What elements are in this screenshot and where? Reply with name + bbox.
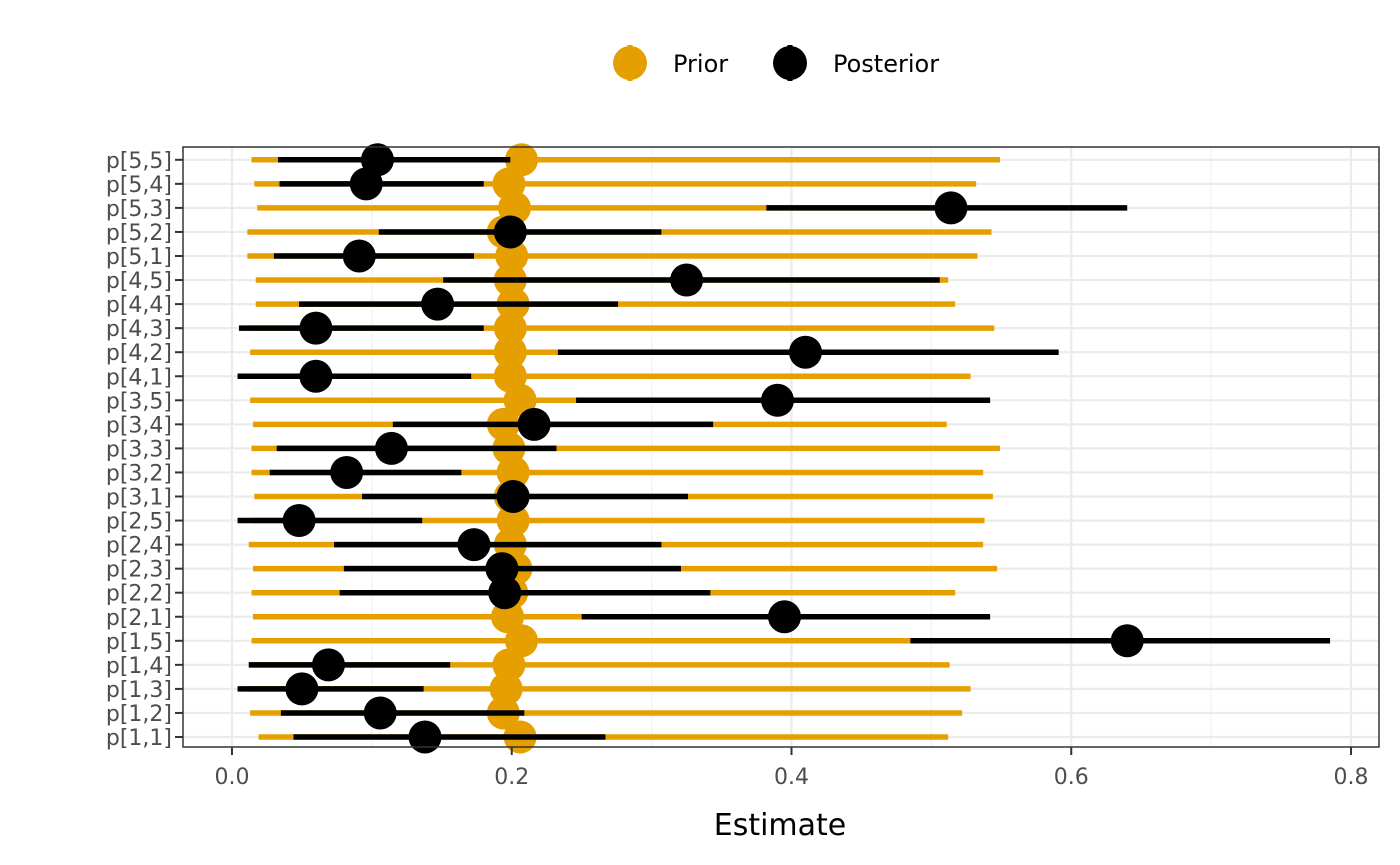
y-tick-label: p[5,5]	[106, 149, 172, 174]
y-tick-label: p[2,2]	[106, 582, 172, 607]
y-tick-label: p[2,5]	[106, 510, 172, 535]
y-tick-label: p[2,4]	[106, 534, 172, 559]
y-tick-label: p[5,2]	[106, 221, 172, 246]
posterior-point	[299, 359, 333, 393]
y-tick-label: p[4,1]	[106, 365, 172, 390]
posterior-point	[1110, 624, 1144, 658]
posterior-point	[761, 383, 795, 417]
prior-point	[505, 143, 539, 177]
posterior-series	[237, 143, 1331, 754]
x-tick-label: 0.2	[494, 765, 529, 790]
y-tick-label: p[4,2]	[106, 341, 172, 366]
posterior-point	[934, 191, 968, 225]
prior-point	[493, 311, 527, 345]
prior-point	[496, 504, 530, 538]
legend: Prior Posterior	[613, 45, 939, 81]
posterior-point	[496, 480, 530, 513]
posterior-point	[488, 576, 522, 610]
y-tick-label: p[2,3]	[106, 558, 172, 583]
y-tick-label: p[3,4]	[106, 413, 172, 438]
prior-point	[493, 335, 527, 369]
y-axis: p[1,1]p[1,2]p[1,3]p[1,4]p[1,5]p[2,1]p[2,…	[106, 149, 183, 751]
legend-key-prior-point	[613, 46, 647, 80]
legend-item-prior: Prior	[613, 45, 728, 81]
y-tick-label: p[3,1]	[106, 486, 172, 511]
x-tick-label: 0.4	[774, 765, 809, 790]
posterior-point	[493, 215, 527, 249]
posterior-point	[517, 407, 551, 441]
x-tick-label: 0.6	[1054, 765, 1089, 790]
y-tick-label: p[5,1]	[106, 245, 172, 270]
posterior-point	[670, 263, 704, 297]
prior-point	[493, 359, 527, 393]
posterior-point	[374, 431, 408, 465]
y-tick-label: p[4,4]	[106, 293, 172, 318]
legend-label-prior: Prior	[673, 50, 728, 78]
legend-key-posterior-point	[773, 46, 807, 80]
posterior-point	[767, 600, 801, 634]
y-tick-label: p[3,3]	[106, 437, 172, 462]
x-axis-title: Estimate	[714, 808, 847, 843]
y-tick-label: p[3,5]	[106, 389, 172, 414]
posterior-point	[299, 311, 333, 345]
y-tick-label: p[5,4]	[106, 173, 172, 198]
legend-label-posterior: Posterior	[833, 50, 939, 78]
y-tick-label: p[4,3]	[106, 317, 172, 342]
posterior-point	[421, 287, 455, 321]
y-tick-label: p[5,3]	[106, 197, 172, 222]
y-tick-label: p[1,4]	[106, 654, 172, 679]
posterior-point	[285, 672, 319, 706]
posterior-point	[282, 504, 316, 538]
posterior-point	[360, 143, 394, 177]
posterior-point	[311, 648, 345, 682]
posterior-point	[788, 335, 822, 369]
posterior-point	[408, 720, 442, 754]
y-tick-label: p[3,2]	[106, 461, 172, 486]
y-tick-label: p[2,1]	[106, 606, 172, 631]
plot-border	[182, 146, 1380, 748]
legend-item-posterior: Posterior	[773, 45, 939, 81]
posterior-point	[485, 552, 519, 586]
posterior-point	[342, 239, 376, 273]
x-axis: 0.0 0.2 0.4 0.6 0.8	[214, 747, 1369, 790]
y-tick-label: p[4,5]	[106, 269, 172, 294]
prior-point	[505, 624, 539, 658]
y-tick-label: p[1,1]	[106, 726, 172, 751]
x-tick-label: 0.8	[1334, 765, 1369, 790]
y-tick-label: p[1,3]	[106, 678, 172, 703]
prior-point	[489, 672, 523, 706]
y-tick-label: p[1,5]	[106, 630, 172, 655]
posterior-point	[330, 455, 364, 489]
x-tick-label: 0.0	[214, 765, 249, 790]
posterior-point	[363, 696, 397, 730]
posterior-point	[457, 528, 491, 562]
y-tick-label: p[1,2]	[106, 702, 172, 727]
